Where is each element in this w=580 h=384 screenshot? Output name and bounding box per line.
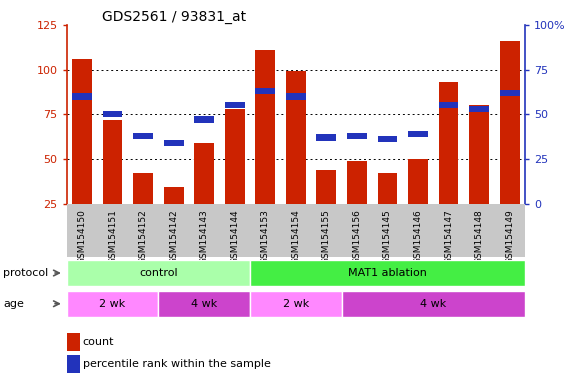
Bar (408, 131, 428, 137)
Bar (103, 111, 122, 118)
Bar (438, 102, 458, 108)
Bar (225, 102, 245, 108)
Text: GSM154142: GSM154142 (169, 209, 178, 263)
Bar (67, 291, 158, 317)
Bar (164, 140, 183, 146)
Bar (438, 82, 458, 248)
Bar (342, 291, 525, 317)
Bar (408, 159, 428, 248)
Bar (133, 132, 153, 139)
Text: GSM154151: GSM154151 (108, 209, 117, 264)
Bar (250, 291, 342, 317)
Bar (72, 59, 92, 248)
Text: count: count (83, 337, 114, 347)
Text: 2 wk: 2 wk (282, 299, 309, 309)
Bar (255, 88, 275, 94)
Text: 2 wk: 2 wk (99, 299, 126, 309)
Text: control: control (139, 268, 177, 278)
Text: GSM154144: GSM154144 (230, 209, 239, 263)
Bar (378, 173, 397, 248)
Bar (67, 333, 79, 351)
Bar (469, 105, 489, 248)
Text: MAT1 ablation: MAT1 ablation (348, 268, 427, 278)
Text: GSM154156: GSM154156 (353, 209, 361, 264)
Text: 4 wk: 4 wk (191, 299, 218, 309)
Bar (347, 161, 367, 248)
Text: GSM154148: GSM154148 (474, 209, 484, 264)
Text: GSM154143: GSM154143 (200, 209, 209, 264)
Bar (317, 134, 336, 141)
Text: GSM154152: GSM154152 (139, 209, 147, 264)
Text: percentile rank within the sample: percentile rank within the sample (83, 359, 271, 369)
Text: GSM154146: GSM154146 (414, 209, 422, 264)
Bar (103, 119, 122, 248)
Bar (255, 50, 275, 248)
Bar (194, 143, 214, 248)
Text: protocol: protocol (3, 268, 48, 278)
Text: GSM154150: GSM154150 (78, 209, 86, 264)
Bar (378, 136, 397, 142)
Bar (72, 93, 92, 99)
Text: GSM154147: GSM154147 (444, 209, 453, 264)
Bar (250, 260, 525, 286)
Text: GSM154145: GSM154145 (383, 209, 392, 264)
Bar (286, 71, 306, 248)
Text: age: age (3, 299, 24, 309)
Bar (67, 355, 79, 372)
Bar (67, 260, 250, 286)
Bar (194, 116, 214, 123)
Bar (469, 106, 489, 112)
Bar (317, 170, 336, 248)
Bar (133, 173, 153, 248)
Bar (158, 291, 250, 317)
Text: GSM154154: GSM154154 (291, 209, 300, 264)
Bar (500, 41, 520, 248)
Text: GDS2561 / 93831_at: GDS2561 / 93831_at (102, 10, 245, 23)
Bar (500, 90, 520, 96)
Bar (164, 187, 183, 248)
Bar (347, 132, 367, 139)
Bar (225, 109, 245, 248)
Text: GSM154149: GSM154149 (505, 209, 514, 264)
Text: GSM154153: GSM154153 (261, 209, 270, 264)
Text: 4 wk: 4 wk (420, 299, 447, 309)
Bar (286, 93, 306, 99)
Text: GSM154155: GSM154155 (322, 209, 331, 264)
